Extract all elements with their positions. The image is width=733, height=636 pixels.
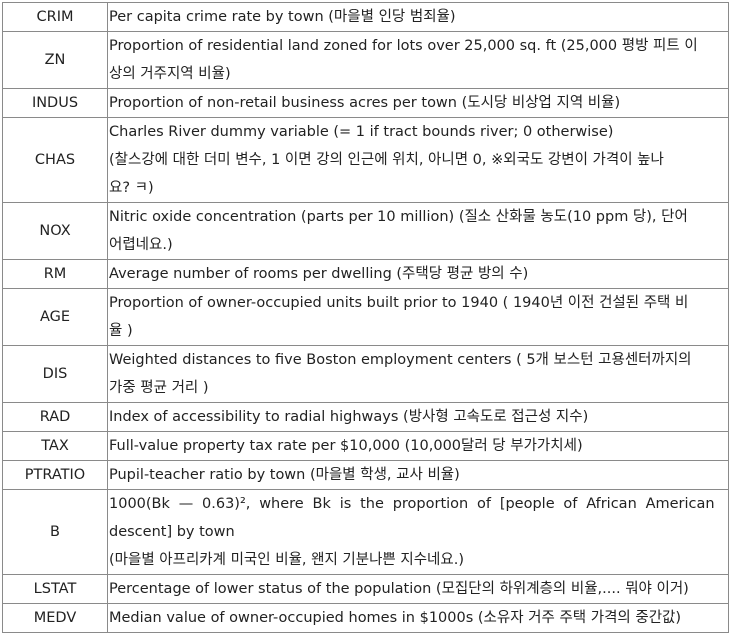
table-row: DIS Weighted distances to five Boston emp… — [2, 345, 729, 403]
description-line: 상의 거주지역 비율) — [109, 66, 231, 82]
description-line: 1000(Bk — 0.63)², where Bk is the propor… — [109, 496, 715, 512]
feature-description-cell: Pupil-teacher ratio by town (마을별 학생, 교사 … — [107, 460, 729, 490]
description-line: 어렵네요.) — [109, 237, 173, 253]
description-line: Median value of owner-occupied homes in … — [109, 610, 682, 626]
feature-name-cell: MEDV — [2, 603, 108, 633]
description-line: Charles River dummy variable (= 1 if tra… — [109, 124, 614, 140]
description-line: 율 ) — [109, 323, 133, 339]
feature-name-cell: CHAS — [2, 117, 108, 203]
feature-name-cell: INDUS — [2, 88, 108, 118]
description-line: 가중 평균 거리 ) — [109, 380, 209, 396]
description-line: Weighted distances to five Boston employ… — [109, 352, 692, 368]
table-row: PTRATIO Pupil-teacher ratio by town (마을별 … — [2, 460, 729, 490]
feature-name-cell: CRIM — [2, 2, 108, 32]
feature-description-cell: Proportion of residential land zoned for… — [107, 31, 729, 89]
feature-description-cell: Per capita crime rate by town (마을별 인당 범죄… — [107, 2, 729, 32]
description-line: Proportion of owner-occupied units built… — [109, 295, 689, 311]
feature-name-cell: RM — [2, 259, 108, 289]
description-line: Proportion of non-retail business acres … — [109, 95, 621, 111]
feature-name-cell: NOX — [2, 202, 108, 260]
description-line: Per capita crime rate by town (마을별 인당 범죄… — [109, 9, 456, 25]
table-row: CHAS Charles River dummy variable (= 1 if… — [2, 117, 729, 203]
table-row: RM Average number of rooms per dwelling (… — [2, 259, 729, 289]
description-line: Average number of rooms per dwelling (주택… — [109, 266, 529, 282]
description-line: (찰스강에 대한 더미 변수, 1 이면 강의 인근에 위치, 아니면 0, ※… — [109, 152, 664, 168]
feature-name-cell: DIS — [2, 345, 108, 403]
feature-description-cell: Weighted distances to five Boston employ… — [107, 345, 729, 403]
table-row: RAD Index of accessibility to radial high… — [2, 402, 729, 432]
feature-name-cell: RAD — [2, 402, 108, 432]
description-line: Proportion of residential land zoned for… — [109, 38, 698, 54]
description-line: Full-value property tax rate per $10,000… — [109, 438, 583, 454]
feature-description-cell: Percentage of lower status of the popula… — [107, 574, 729, 604]
table-row: INDUS Proportion of non-retail business a… — [2, 88, 729, 118]
feature-name-cell: AGE — [2, 288, 108, 346]
table-row: ZN Proportion of residential land zoned f… — [2, 31, 729, 89]
table-row: TAX Full-value property tax rate per $10,… — [2, 431, 729, 461]
table-row: NOX Nitric oxide concentration (parts per… — [2, 202, 729, 260]
feature-name-cell: ZN — [2, 31, 108, 89]
description-line: Pupil-teacher ratio by town (마을별 학생, 교사 … — [109, 467, 460, 483]
feature-name-cell: TAX — [2, 431, 108, 461]
feature-description-cell: Charles River dummy variable (= 1 if tra… — [107, 117, 729, 203]
description-line: (마을별 아프리카계 미국인 비율, 왠지 기분나쁜 지수네요.) — [109, 552, 465, 568]
description-line: Index of accessibility to radial highway… — [109, 409, 589, 425]
feature-description-cell: Median value of owner-occupied homes in … — [107, 603, 729, 633]
table-row: MEDV Median value of owner-occupied homes… — [2, 603, 729, 633]
table-row: CRIM Per capita crime rate by town (마을별 인… — [2, 2, 729, 32]
feature-description-cell: Proportion of owner-occupied units built… — [107, 288, 729, 346]
description-line: Nitric oxide concentration (parts per 10… — [109, 209, 688, 225]
table-row: LSTAT Percentage of lower status of the p… — [2, 574, 729, 604]
description-line: descent] by town — [109, 524, 235, 540]
feature-description-cell: Full-value property tax rate per $10,000… — [107, 431, 729, 461]
feature-description-cell: Proportion of non-retail business acres … — [107, 88, 729, 118]
description-line: 요? ㅋ) — [109, 180, 154, 196]
feature-name-cell: PTRATIO — [2, 460, 108, 490]
feature-description-cell: Nitric oxide concentration (parts per 10… — [107, 202, 729, 260]
feature-description-cell: Index of accessibility to radial highway… — [107, 402, 729, 432]
description-line: Percentage of lower status of the popula… — [109, 581, 689, 597]
table-row: AGE Proportion of owner-occupied units bu… — [2, 288, 729, 346]
feature-description-cell: 1000(Bk — 0.63)², where Bk is the propor… — [107, 489, 729, 575]
feature-name-cell: B — [2, 489, 108, 575]
feature-name-cell: LSTAT — [2, 574, 108, 604]
table-row: B 1000(Bk — 0.63)², where Bk is the propo… — [2, 489, 729, 575]
feature-description-cell: Average number of rooms per dwelling (주택… — [107, 259, 729, 289]
